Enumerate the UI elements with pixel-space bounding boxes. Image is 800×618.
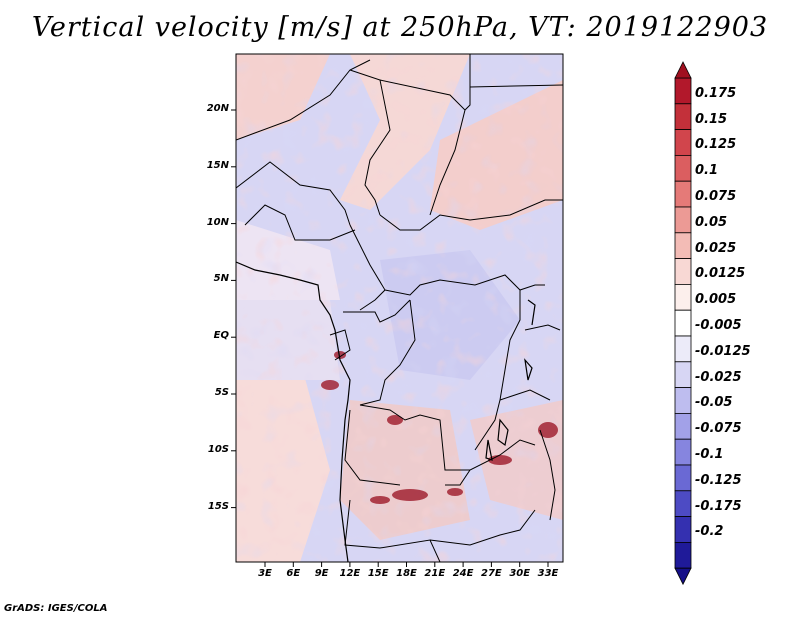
colorbar-segment	[674, 258, 692, 285]
lon-label: 12E	[339, 568, 361, 579]
lat-label: 10N	[206, 216, 229, 228]
colorbar-segment	[674, 387, 692, 414]
colorbar-segment	[674, 438, 692, 466]
colorbar-segment	[674, 361, 692, 388]
colorbar-segment	[674, 335, 692, 363]
colorbar-label: -0.005	[695, 318, 742, 333]
colorbar-label: 0.1	[695, 163, 719, 179]
colorbar-label: -0.2	[695, 524, 724, 540]
lon-label: 30E	[509, 568, 531, 579]
lat-label: 20N	[206, 103, 229, 114]
lat-label: EQ	[213, 330, 229, 342]
colorbar-label: 0.05	[695, 214, 728, 230]
map-frame	[235, 53, 564, 563]
colorbar-segment	[674, 412, 692, 440]
colorbar-segment	[674, 516, 692, 543]
lon-label: 21E	[424, 568, 446, 579]
colorbar-label: -0.0125	[695, 343, 751, 359]
colorbar-segment	[674, 129, 692, 156]
colorbar-label: -0.1	[695, 447, 724, 462]
lat-label: 15S	[207, 500, 229, 512]
colorbar-segment	[674, 154, 692, 182]
lat-label: 10S	[207, 443, 229, 455]
lat-label: 5N	[213, 273, 229, 285]
lon-label: 6E	[286, 568, 301, 579]
chart-title: Vertical velocity [m/s] at 250hPa, VT: 2…	[31, 12, 769, 43]
colorbar-top-arrow	[674, 61, 692, 79]
colorbar-segment	[674, 206, 692, 234]
colorbar-segment	[674, 77, 692, 105]
colorbar-label: -0.175	[695, 498, 742, 514]
lon-label: 33E	[537, 568, 559, 579]
colorbar-label: 0.15	[695, 111, 728, 127]
colorbar	[674, 61, 692, 586]
colorbar-label: -0.025	[695, 369, 742, 385]
colorbar-label: 0.175	[695, 85, 737, 101]
colorbar-label: 0.125	[695, 137, 737, 153]
lon-label: 24E	[452, 568, 474, 579]
lon-label: 9E	[314, 568, 329, 579]
lon-label: 18E	[396, 568, 417, 579]
lat-label: 5S	[214, 387, 229, 398]
colorbar-segment	[674, 180, 692, 208]
colorbar-segment	[674, 464, 692, 492]
colorbar-segment	[674, 232, 692, 260]
colorbar-label: 0.005	[695, 292, 737, 308]
colorbar-label: 0.075	[695, 189, 737, 204]
colorbar-segment	[674, 542, 692, 569]
lon-label: 27E	[481, 568, 502, 579]
colorbar-segment	[674, 283, 692, 311]
colorbar-segment	[674, 309, 692, 337]
colorbar-label: 0.025	[695, 240, 737, 256]
lat-label: 15N	[206, 159, 229, 171]
grads-credit: GrADS: IGES/COLA	[4, 603, 108, 614]
vertical-velocity-field	[236, 54, 563, 562]
lon-label: 15E	[367, 568, 389, 579]
colorbar-label: -0.075	[695, 421, 742, 437]
colorbar-segment	[674, 490, 692, 517]
colorbar-label: 0.0125	[695, 266, 746, 282]
lon-label: 3E	[258, 568, 272, 579]
colorbar-bottom-arrow	[674, 567, 692, 586]
colorbar-segment	[674, 103, 692, 131]
colorbar-label: -0.125	[695, 472, 742, 488]
colorbar-label: -0.05	[695, 395, 733, 411]
